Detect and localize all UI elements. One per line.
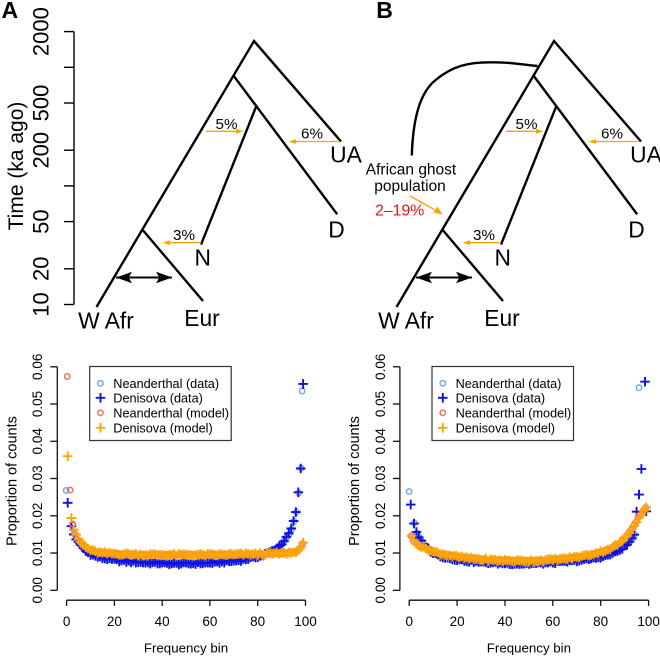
- svg-text:Eur: Eur: [184, 305, 220, 331]
- svg-text:0.01: 0.01: [30, 540, 45, 566]
- svg-text:6%: 6%: [601, 126, 623, 143]
- svg-text:Denisova (model): Denisova (model): [456, 422, 555, 436]
- svg-text:Proportion of counts: Proportion of counts: [347, 416, 363, 546]
- svg-text:2–19%: 2–19%: [375, 203, 424, 220]
- svg-text:40: 40: [155, 614, 170, 629]
- svg-text:W Afr: W Afr: [78, 308, 134, 334]
- svg-text:0.00: 0.00: [373, 577, 388, 603]
- svg-text:0.04: 0.04: [373, 428, 388, 455]
- svg-text:10: 10: [29, 292, 54, 316]
- svg-text:A: A: [2, 0, 19, 23]
- svg-text:80: 80: [250, 614, 265, 629]
- svg-text:Neanderthal (data): Neanderthal (data): [456, 377, 562, 391]
- svg-text:Proportion of counts: Proportion of counts: [5, 416, 21, 546]
- svg-text:N: N: [494, 245, 510, 271]
- svg-text:0.01: 0.01: [373, 540, 388, 566]
- svg-text:60: 60: [545, 614, 560, 629]
- svg-text:N: N: [194, 245, 210, 271]
- svg-text:Denisova (data): Denisova (data): [456, 392, 546, 406]
- svg-text:0.06: 0.06: [373, 354, 388, 380]
- svg-text:population: population: [374, 178, 446, 195]
- svg-text:0: 0: [63, 614, 71, 629]
- svg-text:Frequency bin: Frequency bin: [144, 641, 228, 656]
- svg-text:W Afr: W Afr: [378, 308, 434, 334]
- svg-text:6%: 6%: [301, 126, 323, 143]
- svg-text:40: 40: [497, 614, 512, 629]
- svg-text:0: 0: [405, 614, 413, 629]
- svg-text:D: D: [628, 217, 644, 243]
- svg-text:Frequency bin: Frequency bin: [487, 641, 571, 656]
- svg-text:0.05: 0.05: [30, 391, 45, 417]
- svg-text:Denisova (data): Denisova (data): [113, 392, 203, 406]
- svg-text:0.05: 0.05: [373, 391, 388, 417]
- svg-text:0.03: 0.03: [373, 465, 388, 491]
- svg-text:Neanderthal (data): Neanderthal (data): [113, 377, 219, 391]
- svg-text:500: 500: [29, 85, 54, 122]
- svg-text:Neanderthal (model): Neanderthal (model): [113, 407, 229, 421]
- svg-text:2000: 2000: [29, 7, 54, 56]
- svg-text:100: 100: [637, 614, 660, 629]
- svg-text:0.02: 0.02: [373, 503, 388, 529]
- svg-text:60: 60: [202, 614, 217, 629]
- svg-text:UA: UA: [630, 142, 660, 168]
- svg-text:0.06: 0.06: [30, 354, 45, 380]
- svg-text:0.03: 0.03: [30, 465, 45, 491]
- svg-text:20: 20: [107, 614, 122, 629]
- svg-text:0.00: 0.00: [30, 577, 45, 603]
- svg-text:50: 50: [29, 209, 54, 233]
- svg-text:Time (ka ago): Time (ka ago): [5, 102, 28, 231]
- svg-text:Neanderthal (model): Neanderthal (model): [456, 407, 572, 421]
- svg-text:100: 100: [294, 614, 317, 629]
- svg-text:5%: 5%: [216, 116, 238, 133]
- svg-text:0.02: 0.02: [30, 503, 45, 529]
- svg-text:20: 20: [29, 257, 54, 281]
- svg-text:200: 200: [29, 132, 54, 169]
- svg-text:0.04: 0.04: [30, 428, 45, 455]
- svg-text:Eur: Eur: [484, 305, 520, 331]
- svg-text:3%: 3%: [473, 227, 495, 244]
- svg-text:5%: 5%: [516, 116, 538, 133]
- svg-text:3%: 3%: [173, 227, 195, 244]
- svg-text:African ghost: African ghost: [366, 162, 457, 179]
- svg-text:D: D: [328, 217, 344, 243]
- svg-text:B: B: [376, 0, 393, 23]
- svg-text:80: 80: [593, 614, 608, 629]
- svg-text:20: 20: [450, 614, 465, 629]
- svg-text:UA: UA: [330, 142, 362, 168]
- svg-text:Denisova (model): Denisova (model): [113, 422, 212, 436]
